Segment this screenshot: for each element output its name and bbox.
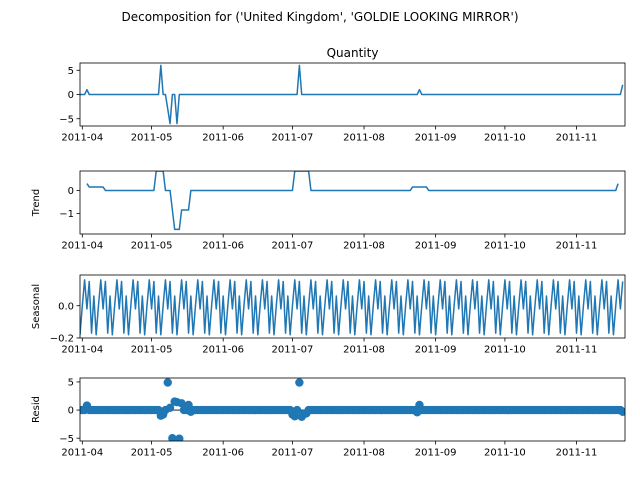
plot-area-resid: [80, 378, 625, 441]
x-tick-label: 2011-05: [131, 345, 173, 356]
x-tick-label: 2011-07: [272, 241, 314, 252]
x-tick-label: 2011-07: [272, 133, 314, 144]
x-tick-label: 2011-04: [61, 133, 103, 144]
x-tick-label: 2011-05: [131, 448, 173, 459]
x-tick-label: 2011-08: [343, 241, 385, 252]
x-tick-label: 2011-11: [556, 133, 598, 144]
series-line-observed: [80, 64, 624, 125]
figure-suptitle: Decomposition for ('United Kingdom', 'GO…: [121, 10, 518, 24]
y-tick-label: −0.2: [50, 334, 74, 345]
y-tick-label: 0: [68, 406, 74, 417]
resid-point: [177, 399, 186, 408]
axes-frame-trend: [79, 170, 626, 235]
plot-area-observed: [80, 64, 624, 125]
y-tick-label: 5: [68, 378, 74, 389]
x-tick-label: 2011-06: [202, 133, 244, 144]
y-tick-label: 0: [68, 90, 74, 101]
axes-frame-resid: [79, 377, 626, 442]
panel-resid: 2011-04 2011-05 2011-06 2011-07 2011-08 2011-…: [31, 377, 626, 459]
plot-area-trend: [86, 171, 619, 231]
y-axis-label-trend: Trend: [31, 189, 42, 217]
x-tick-label: 2011-06: [202, 345, 244, 356]
x-tick-label: 2011-06: [202, 241, 244, 252]
x-tick-label: 2011-10: [484, 345, 526, 356]
resid-point: [618, 407, 625, 416]
axes-frame-seasonal: [79, 274, 626, 339]
y-tick-label: −5: [59, 114, 74, 125]
x-tick-label: 2011-04: [61, 345, 103, 356]
x-tick-label: 2011-04: [61, 241, 103, 252]
resid-point: [163, 378, 172, 387]
x-tick-label: 2011-09: [415, 133, 457, 144]
x-tick-label: 2011-09: [415, 345, 457, 356]
x-tick-label: 2011-10: [484, 133, 526, 144]
panel-seasonal: 2011-04 2011-05 2011-06 2011-07 2011-08 2011-…: [31, 274, 626, 356]
x-tick-label: 2011-08: [343, 133, 385, 144]
x-tick-label: 2011-05: [131, 241, 173, 252]
panel-observed: 2011-04 2011-05 2011-06 2011-07 2011-08 2011-…: [59, 46, 626, 144]
x-tick-label: 2011-08: [343, 448, 385, 459]
panels-group: 2011-04 2011-05 2011-06 2011-07 2011-08 2011-…: [31, 46, 626, 459]
x-tick-label: 2011-11: [556, 448, 598, 459]
x-tick-label: 2011-10: [484, 448, 526, 459]
resid-point: [175, 434, 184, 441]
y-tick-label: 5: [68, 66, 74, 77]
x-tick-label: 2011-04: [61, 448, 103, 459]
y-tick-label: 0.0: [58, 301, 74, 312]
y-axis-label-resid: Resid: [31, 396, 42, 423]
resid-point: [165, 403, 175, 413]
y-axis-label-seasonal: Seasonal: [31, 284, 42, 329]
x-tick-label: 2011-05: [131, 133, 173, 144]
x-tick-label: 2011-11: [556, 241, 598, 252]
y-tick-label: −5: [59, 434, 74, 445]
x-tick-label: 2011-07: [272, 448, 314, 459]
x-tick-label: 2011-11: [556, 345, 598, 356]
y-tick-label: 0: [68, 186, 74, 197]
x-tick-label: 2011-10: [484, 241, 526, 252]
series-line-trend: [86, 171, 619, 231]
resid-point: [292, 405, 302, 415]
series-line-seasonal: [80, 279, 624, 336]
resid-point: [295, 378, 304, 387]
y-tick-label: −1: [59, 209, 74, 220]
x-tick-label: 2011-09: [415, 448, 457, 459]
x-tick-label: 2011-09: [415, 241, 457, 252]
x-tick-label: 2011-08: [343, 345, 385, 356]
x-tick-label: 2011-07: [272, 345, 314, 356]
panel-trend: 2011-04 2011-05 2011-06 2011-07 2011-08 2011-…: [31, 170, 626, 252]
panel-title-observed: Quantity: [327, 46, 379, 60]
x-tick-label: 2011-06: [202, 448, 244, 459]
plot-area-seasonal: [80, 279, 624, 336]
resid-point: [168, 433, 177, 441]
